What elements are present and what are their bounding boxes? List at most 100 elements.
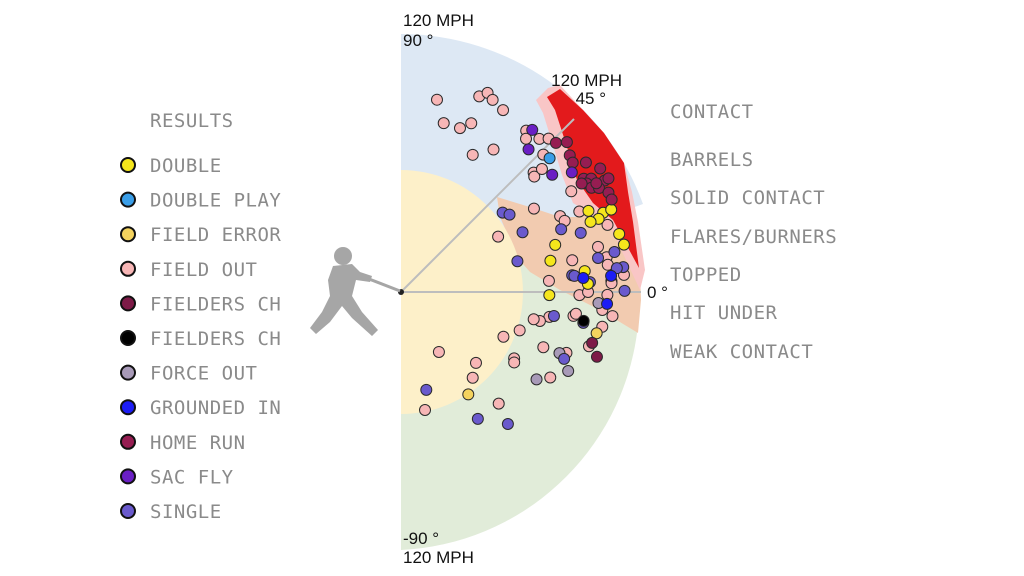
data-point-field-out [430, 93, 443, 106]
zone-label-contact: CONTACT [670, 101, 754, 123]
data-point-double [549, 238, 562, 251]
data-point-single [501, 417, 514, 430]
legend-item: FIELDERS CH [120, 328, 281, 350]
zone-label-topped: TOPPED [670, 264, 742, 286]
legend-label: HOME RUN [150, 432, 246, 454]
legend-marker [120, 330, 136, 346]
data-point-field-error [462, 388, 475, 401]
data-point-single [558, 352, 571, 365]
data-point-double [582, 204, 595, 217]
data-point-double [613, 227, 626, 240]
legend-marker [120, 364, 136, 381]
data-point-field-out [591, 240, 604, 253]
legend-label: DOUBLE PLAY [150, 190, 281, 212]
legend-label: FIELDERS CH [150, 328, 281, 350]
data-point-force-out [530, 373, 543, 386]
data-point-field-out [566, 254, 579, 267]
data-point-field-out [606, 310, 619, 323]
legend-label: DOUBLE [150, 155, 222, 177]
data-point-fielders-ch [590, 350, 603, 363]
data-point-double [584, 215, 597, 228]
zone-label-weak: WEAK CONTACT [670, 341, 813, 363]
legend-marker [120, 468, 136, 485]
data-point-field-out [527, 313, 540, 326]
legend-item: DOUBLE PLAY [120, 190, 281, 212]
label-bottom-angle: -90 ° [403, 529, 439, 548]
legend-marker [120, 399, 136, 416]
data-point-force-out [562, 365, 575, 378]
data-point-single [516, 226, 529, 239]
legend-marker [120, 260, 136, 277]
label-diag-angle: 45 ° [576, 89, 606, 108]
data-point-double-play [543, 152, 556, 165]
data-point-field-out [432, 345, 445, 358]
data-point-field-out [487, 143, 500, 156]
legend-marker [120, 191, 136, 208]
data-point-field-out [535, 163, 548, 176]
data-point-single [592, 251, 605, 264]
data-point-field-out [497, 330, 510, 343]
data-point-double [543, 289, 556, 302]
data-point-field-out [492, 397, 505, 410]
data-point-sac-fly [546, 168, 559, 181]
data-point-field-out [528, 170, 541, 183]
legend-item: FIELDERS CH [120, 293, 281, 315]
data-point-single [618, 284, 631, 297]
data-point-double [605, 203, 618, 216]
data-point-field-out [508, 356, 521, 369]
zone-labels: CONTACT BARRELS SOLID CONTACT FLARES/BUR… [670, 101, 837, 363]
zone-label-barrels: BARRELS [670, 149, 754, 171]
legend-item: DOUBLE [120, 155, 222, 177]
legend-item: SINGLE [120, 501, 222, 523]
data-point-field-out [486, 93, 499, 106]
legend-marker [120, 157, 136, 173]
data-point-field-out [601, 218, 614, 231]
data-point-single [503, 208, 516, 221]
data-point-grounded-in [577, 271, 590, 284]
legend-item: FORCE OUT [120, 363, 257, 385]
label-diag-mph: 120 MPH [551, 71, 622, 90]
data-point-single [555, 223, 568, 236]
data-point-field-out [513, 324, 526, 337]
legend-item: FIELD OUT [120, 259, 257, 281]
legend-item: HOME RUN [120, 432, 246, 454]
data-point-field-out [466, 148, 479, 161]
data-point-fielders-ch [586, 336, 599, 349]
label-top-angle: 90 ° [403, 31, 433, 50]
data-point-home-run [605, 193, 618, 206]
label-bottom-mph: 120 MPH [403, 548, 474, 567]
data-point-single [420, 383, 433, 396]
data-point-grounded-in [605, 269, 618, 282]
data-point-single [574, 226, 587, 239]
legend: RESULTS DOUBLE DOUBLE PLAY FIELD ERROR FIEL… [120, 110, 281, 523]
legend-label: SAC FLY [150, 466, 234, 488]
legend-marker [120, 295, 136, 312]
legend-label: FIELD OUT [150, 259, 257, 281]
legend-label: SINGLE [150, 501, 222, 523]
zone-label-hit-under: HIT UNDER [670, 302, 778, 324]
legend-item: FIELD ERROR [120, 224, 281, 246]
data-point-field-error [590, 327, 603, 340]
data-point-field-out [537, 341, 550, 354]
data-point-field-out [542, 274, 555, 287]
legend-item: GROUNDED IN [120, 397, 281, 419]
legend-label: FIELD ERROR [150, 224, 281, 246]
data-point-home-run [602, 172, 615, 185]
data-point-home-run [549, 136, 562, 149]
data-point-field-out [497, 104, 510, 117]
legend-label: FORCE OUT [150, 363, 257, 385]
data-point-home-run [594, 162, 607, 175]
label-zero-angle: 0 ° [647, 283, 668, 302]
data-points [419, 86, 631, 430]
data-point-fielders-ch [577, 314, 590, 327]
data-point-single [608, 246, 621, 259]
data-point-field-out [437, 117, 450, 130]
data-point-home-run [560, 136, 573, 149]
data-point-field-out [492, 230, 505, 243]
zone-label-flares: FLARES/BURNERS [670, 226, 837, 248]
label-top-mph: 120 MPH [403, 11, 474, 30]
legend-marker [120, 433, 136, 450]
data-point-field-out [569, 307, 582, 320]
legend-item: SAC FLY [120, 466, 234, 488]
